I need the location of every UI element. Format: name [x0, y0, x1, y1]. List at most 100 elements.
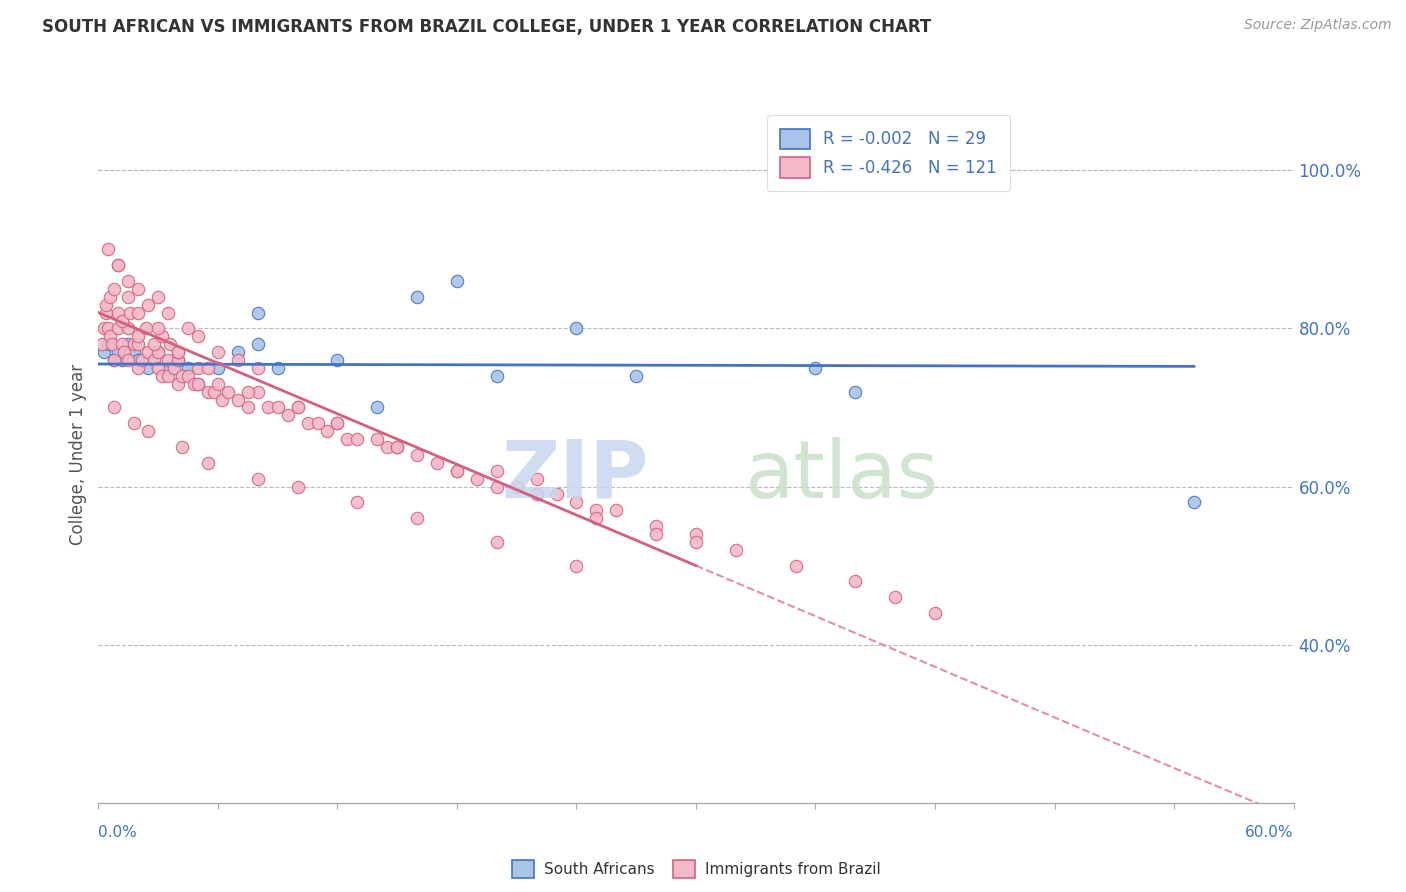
Point	[163, 360, 186, 375]
Point	[785, 558, 807, 573]
Point	[316, 424, 339, 438]
Point	[485, 464, 508, 478]
Point	[167, 376, 190, 391]
Point	[211, 392, 233, 407]
Point	[485, 535, 508, 549]
Point	[117, 337, 139, 351]
Point	[157, 305, 180, 319]
Point	[117, 290, 139, 304]
Point	[120, 305, 142, 319]
Point	[366, 401, 388, 415]
Point	[167, 345, 190, 359]
Point	[112, 345, 135, 359]
Point	[127, 282, 149, 296]
Point	[148, 321, 170, 335]
Point	[624, 368, 647, 383]
Point	[177, 368, 200, 383]
Point	[267, 401, 290, 415]
Point	[267, 360, 290, 375]
Point	[131, 353, 153, 368]
Point	[326, 417, 349, 431]
Point	[366, 432, 388, 446]
Point	[207, 376, 229, 391]
Point	[287, 479, 309, 493]
Point	[117, 274, 139, 288]
Point	[236, 384, 259, 399]
Text: 0.0%: 0.0%	[98, 825, 138, 840]
Point	[136, 424, 159, 438]
Point	[256, 401, 278, 415]
Point	[135, 321, 157, 335]
Point	[406, 290, 429, 304]
Point	[236, 401, 259, 415]
Point	[107, 258, 129, 272]
Point	[685, 527, 707, 541]
Point	[111, 337, 134, 351]
Point	[406, 511, 429, 525]
Point	[526, 487, 548, 501]
Point	[844, 574, 866, 589]
Point	[143, 337, 166, 351]
Point	[202, 384, 225, 399]
Point	[804, 360, 827, 375]
Point	[406, 448, 429, 462]
Point	[197, 384, 219, 399]
Point	[98, 290, 122, 304]
Point	[111, 353, 134, 368]
Point	[226, 353, 249, 368]
Point	[172, 368, 194, 383]
Point	[506, 479, 529, 493]
Point	[277, 409, 299, 423]
Legend: South Africans, Immigrants from Brazil: South Africans, Immigrants from Brazil	[503, 852, 889, 886]
Point	[167, 353, 190, 368]
Point	[124, 337, 146, 351]
Point	[96, 298, 118, 312]
Point	[565, 558, 588, 573]
Point	[127, 360, 149, 375]
Point	[97, 243, 120, 257]
Point	[326, 417, 349, 431]
Point	[226, 392, 249, 407]
Point	[91, 337, 114, 351]
Point	[150, 368, 173, 383]
Point	[336, 432, 359, 446]
Point	[346, 432, 368, 446]
Point	[103, 353, 125, 368]
Point	[287, 401, 309, 415]
Point	[136, 298, 159, 312]
Point	[246, 305, 269, 319]
Point	[117, 353, 139, 368]
Point	[167, 345, 190, 359]
Point	[226, 345, 249, 359]
Point	[246, 337, 269, 351]
Point	[124, 417, 146, 431]
Point	[148, 290, 170, 304]
Point	[685, 535, 707, 549]
Point	[346, 495, 368, 509]
Point	[187, 376, 209, 391]
Point	[307, 417, 329, 431]
Point	[546, 487, 568, 501]
Text: SOUTH AFRICAN VS IMMIGRANTS FROM BRAZIL COLLEGE, UNDER 1 YEAR CORRELATION CHART: SOUTH AFRICAN VS IMMIGRANTS FROM BRAZIL …	[42, 18, 931, 36]
Point	[426, 456, 449, 470]
Point	[197, 456, 219, 470]
Point	[127, 305, 149, 319]
Point	[246, 360, 269, 375]
Point	[103, 282, 125, 296]
Point	[103, 401, 125, 415]
Text: 60.0%: 60.0%	[1246, 825, 1294, 840]
Point	[98, 329, 122, 343]
Point	[844, 384, 866, 399]
Point	[167, 353, 190, 368]
Point	[645, 519, 668, 533]
Point	[217, 384, 239, 399]
Point	[1182, 495, 1205, 509]
Point	[605, 503, 627, 517]
Point	[93, 321, 115, 335]
Point	[187, 329, 209, 343]
Point	[207, 345, 229, 359]
Point	[177, 360, 200, 375]
Point	[124, 345, 146, 359]
Point	[107, 258, 129, 272]
Point	[93, 345, 115, 359]
